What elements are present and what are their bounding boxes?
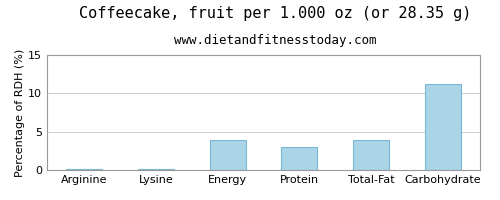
Bar [210, 140, 246, 170]
Y-axis label: Percentage of RDH (%): Percentage of RDH (%) [15, 48, 25, 177]
Bar [425, 84, 460, 170]
Text: www.dietandfitnesstoday.com: www.dietandfitnesstoday.com [174, 34, 376, 47]
Bar [353, 140, 389, 170]
Bar [66, 169, 102, 170]
Text: Coffeecake, fruit per 1.000 oz (or 28.35 g): Coffeecake, fruit per 1.000 oz (or 28.35… [79, 6, 471, 21]
Bar [138, 169, 174, 170]
Bar [282, 147, 317, 170]
